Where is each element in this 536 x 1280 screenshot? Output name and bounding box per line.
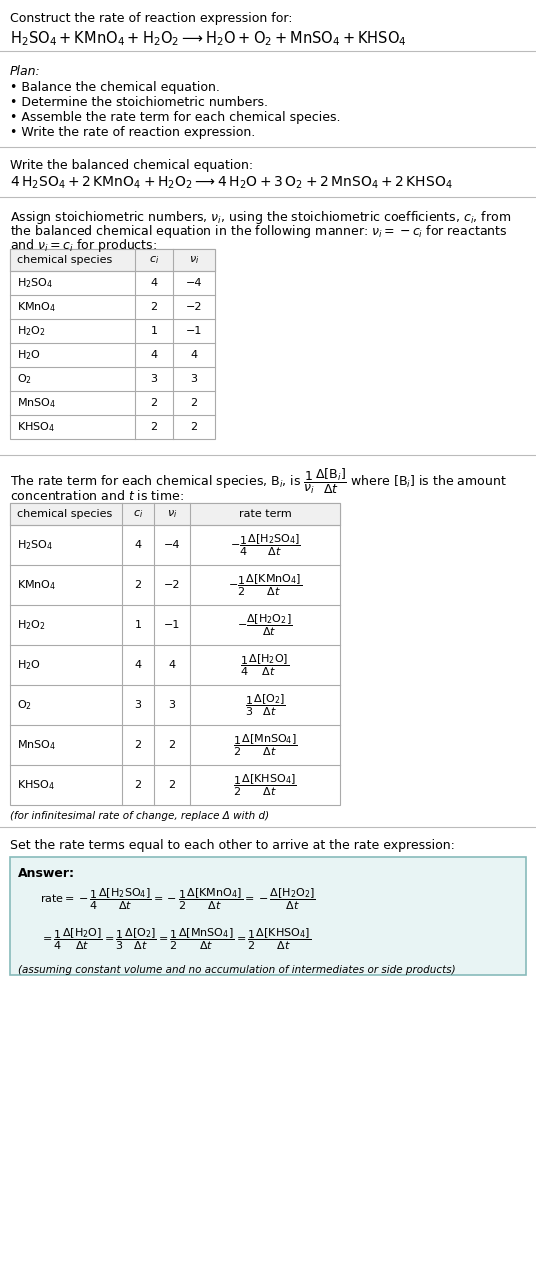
Text: $\dfrac{1}{2}\dfrac{\Delta[\mathrm{KHSO_4}]}{\Delta t}$: $\dfrac{1}{2}\dfrac{\Delta[\mathrm{KHSO_… — [233, 772, 297, 797]
Text: $\mathrm{KMnO_4}$: $\mathrm{KMnO_4}$ — [17, 579, 56, 591]
Text: 2: 2 — [151, 398, 158, 408]
Text: Answer:: Answer: — [18, 867, 75, 881]
Text: • Assemble the rate term for each chemical species.: • Assemble the rate term for each chemic… — [10, 111, 340, 124]
Text: the balanced chemical equation in the following manner: $\nu_i = -c_i$ for react: the balanced chemical equation in the fo… — [10, 223, 508, 241]
Text: −2: −2 — [164, 580, 180, 590]
Text: rate term: rate term — [239, 509, 292, 518]
Text: $= \dfrac{1}{4}\dfrac{\Delta[\mathrm{H_2O}]}{\Delta t} = \dfrac{1}{3}\dfrac{\Del: $= \dfrac{1}{4}\dfrac{\Delta[\mathrm{H_2… — [40, 927, 311, 952]
Bar — [10, 250, 215, 439]
Text: $\nu_i$: $\nu_i$ — [189, 255, 199, 266]
Text: Plan:: Plan: — [10, 65, 41, 78]
Text: concentration and $t$ is time:: concentration and $t$ is time: — [10, 489, 184, 503]
Text: $\mathrm{KHSO_4}$: $\mathrm{KHSO_4}$ — [17, 778, 55, 792]
Text: • Write the rate of reaction expression.: • Write the rate of reaction expression. — [10, 125, 255, 140]
Text: −4: −4 — [186, 278, 202, 288]
Text: $\mathrm{H_2SO_4 + KMnO_4 + H_2O_2 \longrightarrow H_2O + O_2 + MnSO_4 + KHSO_4}: $\mathrm{H_2SO_4 + KMnO_4 + H_2O_2 \long… — [10, 29, 407, 47]
Text: $\mathrm{4\,H_2SO_4 + 2\,KMnO_4 + H_2O_2 \longrightarrow 4\,H_2O + 3\,O_2 + 2\,M: $\mathrm{4\,H_2SO_4 + 2\,KMnO_4 + H_2O_2… — [10, 175, 453, 192]
Text: Construct the rate of reaction expression for:: Construct the rate of reaction expressio… — [10, 12, 293, 26]
Text: 2: 2 — [135, 780, 142, 790]
Text: (for infinitesimal rate of change, replace Δ with d): (for infinitesimal rate of change, repla… — [10, 812, 269, 820]
Text: chemical species: chemical species — [17, 509, 112, 518]
Text: 2: 2 — [168, 780, 176, 790]
Text: 1: 1 — [151, 326, 158, 335]
Bar — [10, 250, 215, 271]
Text: and $\nu_i = c_i$ for products:: and $\nu_i = c_i$ for products: — [10, 237, 157, 253]
Text: 2: 2 — [151, 302, 158, 312]
Text: 4: 4 — [135, 540, 142, 550]
Text: $\mathrm{H_2SO_4}$: $\mathrm{H_2SO_4}$ — [17, 276, 53, 289]
Text: 3: 3 — [190, 374, 197, 384]
Text: 3: 3 — [168, 700, 175, 710]
Text: The rate term for each chemical species, $\mathrm{B}_i$, is $\dfrac{1}{\nu_i}\df: The rate term for each chemical species,… — [10, 467, 507, 497]
Text: $\mathrm{O_2}$: $\mathrm{O_2}$ — [17, 372, 32, 385]
Text: 2: 2 — [151, 422, 158, 431]
Text: $-\dfrac{1}{4}\dfrac{\Delta[\mathrm{H_2SO_4}]}{\Delta t}$: $-\dfrac{1}{4}\dfrac{\Delta[\mathrm{H_2S… — [229, 532, 301, 558]
Text: 2: 2 — [190, 422, 198, 431]
Bar — [10, 503, 340, 805]
Text: 4: 4 — [190, 349, 198, 360]
Text: $c_i$: $c_i$ — [133, 508, 143, 520]
Text: $\mathrm{rate} = -\dfrac{1}{4}\dfrac{\Delta[\mathrm{H_2SO_4}]}{\Delta t} = -\dfr: $\mathrm{rate} = -\dfrac{1}{4}\dfrac{\De… — [40, 887, 316, 913]
Text: 2: 2 — [190, 398, 198, 408]
Text: 4: 4 — [151, 278, 158, 288]
Text: • Balance the chemical equation.: • Balance the chemical equation. — [10, 81, 220, 93]
Text: $\mathrm{H_2SO_4}$: $\mathrm{H_2SO_4}$ — [17, 538, 53, 552]
Text: $\mathrm{KMnO_4}$: $\mathrm{KMnO_4}$ — [17, 300, 56, 314]
Text: −1: −1 — [164, 620, 180, 630]
Text: $-\dfrac{1}{2}\dfrac{\Delta[\mathrm{KMnO_4}]}{\Delta t}$: $-\dfrac{1}{2}\dfrac{\Delta[\mathrm{KMnO… — [228, 572, 302, 598]
Text: 3: 3 — [151, 374, 158, 384]
Text: Assign stoichiometric numbers, $\nu_i$, using the stoichiometric coefficients, $: Assign stoichiometric numbers, $\nu_i$, … — [10, 209, 511, 227]
Text: chemical species: chemical species — [17, 255, 112, 265]
Bar — [10, 503, 340, 525]
Text: $\mathrm{H_2O}$: $\mathrm{H_2O}$ — [17, 658, 41, 672]
Text: Set the rate terms equal to each other to arrive at the rate expression:: Set the rate terms equal to each other t… — [10, 838, 455, 852]
Text: $\mathrm{KHSO_4}$: $\mathrm{KHSO_4}$ — [17, 420, 55, 434]
Text: $\nu_i$: $\nu_i$ — [167, 508, 177, 520]
Text: 4: 4 — [168, 660, 176, 669]
Text: 2: 2 — [135, 580, 142, 590]
Text: $\mathrm{MnSO_4}$: $\mathrm{MnSO_4}$ — [17, 739, 56, 751]
Text: $\mathrm{MnSO_4}$: $\mathrm{MnSO_4}$ — [17, 396, 56, 410]
Text: $\dfrac{1}{4}\dfrac{\Delta[\mathrm{H_2O}]}{\Delta t}$: $\dfrac{1}{4}\dfrac{\Delta[\mathrm{H_2O}… — [240, 653, 289, 677]
Text: $\dfrac{1}{3}\dfrac{\Delta[\mathrm{O_2}]}{\Delta t}$: $\dfrac{1}{3}\dfrac{\Delta[\mathrm{O_2}]… — [244, 692, 286, 718]
Text: 4: 4 — [151, 349, 158, 360]
Text: $\mathrm{H_2O_2}$: $\mathrm{H_2O_2}$ — [17, 618, 46, 632]
Text: 4: 4 — [135, 660, 142, 669]
Text: • Determine the stoichiometric numbers.: • Determine the stoichiometric numbers. — [10, 96, 268, 109]
Text: 2: 2 — [135, 740, 142, 750]
Text: Write the balanced chemical equation:: Write the balanced chemical equation: — [10, 159, 253, 172]
Text: 2: 2 — [168, 740, 176, 750]
Text: (assuming constant volume and no accumulation of intermediates or side products): (assuming constant volume and no accumul… — [18, 965, 456, 975]
Text: $\mathrm{O_2}$: $\mathrm{O_2}$ — [17, 698, 32, 712]
Text: 1: 1 — [135, 620, 142, 630]
Text: $c_i$: $c_i$ — [149, 255, 159, 266]
Bar — [10, 858, 526, 975]
Text: $-\dfrac{\Delta[\mathrm{H_2O_2}]}{\Delta t}$: $-\dfrac{\Delta[\mathrm{H_2O_2}]}{\Delta… — [237, 612, 293, 637]
Text: −4: −4 — [164, 540, 180, 550]
Text: 3: 3 — [135, 700, 142, 710]
Text: $\mathrm{H_2O}$: $\mathrm{H_2O}$ — [17, 348, 41, 362]
Text: −2: −2 — [186, 302, 202, 312]
Text: $\mathrm{H_2O_2}$: $\mathrm{H_2O_2}$ — [17, 324, 46, 338]
Text: $\dfrac{1}{2}\dfrac{\Delta[\mathrm{MnSO_4}]}{\Delta t}$: $\dfrac{1}{2}\dfrac{\Delta[\mathrm{MnSO_… — [233, 732, 297, 758]
Text: −1: −1 — [186, 326, 202, 335]
